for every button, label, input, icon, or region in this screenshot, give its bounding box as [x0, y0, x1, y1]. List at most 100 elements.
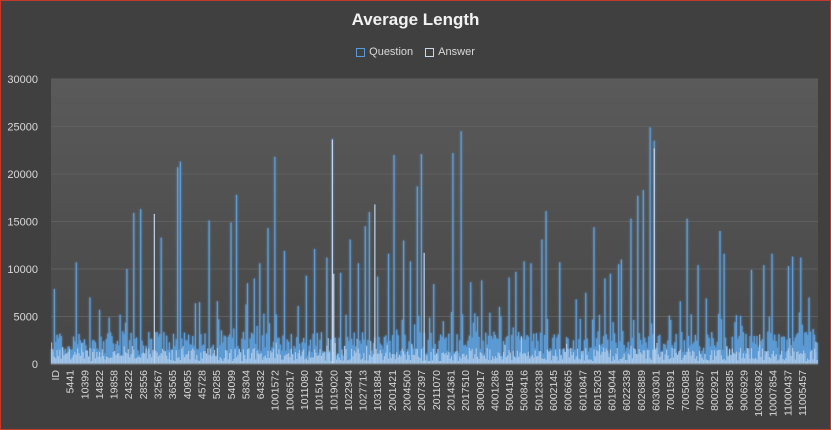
question-bar — [166, 335, 168, 364]
question-bar — [223, 335, 225, 364]
answer-bar — [82, 352, 84, 364]
x-tick-label: 36565 — [167, 370, 179, 399]
answer-bar — [127, 349, 129, 364]
question-bar — [631, 338, 633, 364]
question-bar — [585, 292, 587, 364]
question-bar — [413, 324, 416, 364]
answer-bar — [390, 357, 392, 364]
answer-bar — [61, 347, 64, 364]
question-bar — [231, 338, 234, 364]
answer-bar — [545, 359, 547, 364]
answer-bar — [403, 351, 405, 364]
answer-bar — [382, 359, 384, 364]
question-bar — [324, 352, 327, 364]
answer-bar — [361, 358, 364, 364]
answer-bar — [755, 357, 757, 364]
answer-bar — [656, 342, 658, 364]
answer-bar — [439, 361, 442, 364]
question-bar — [460, 131, 462, 364]
question-bar — [519, 339, 521, 364]
answer-bar — [152, 349, 154, 364]
question-bar — [167, 349, 169, 364]
question-bar — [172, 333, 175, 364]
answer-bar — [678, 351, 680, 364]
answer-bar — [170, 359, 172, 364]
answer-bar — [196, 354, 198, 364]
answer-bar — [335, 359, 338, 364]
answer-bar — [364, 360, 366, 364]
answer-bar — [497, 352, 499, 364]
question-bar — [711, 332, 713, 364]
answer-bar — [114, 350, 116, 364]
answer-bar — [431, 360, 433, 364]
answer-bar — [646, 350, 649, 364]
answer-bar — [459, 356, 461, 364]
answer-bar — [153, 213, 155, 364]
question-bar — [461, 314, 464, 364]
x-tick-label: 24322 — [123, 370, 135, 399]
answer-bar — [409, 360, 412, 364]
answer-bar — [630, 345, 632, 364]
answer-bar — [482, 355, 484, 364]
question-bar — [268, 323, 270, 364]
answer-bar — [333, 273, 335, 364]
question-bar — [430, 333, 432, 364]
question-bar — [178, 349, 180, 364]
question-bar — [387, 253, 390, 364]
answer-bar — [285, 354, 287, 364]
question-bar — [524, 339, 527, 364]
answer-bar — [616, 348, 618, 364]
answer-bar — [533, 357, 535, 364]
x-tick-label: 8002921 — [709, 370, 721, 411]
question-bar — [349, 239, 351, 364]
x-tick-label: 6019044 — [607, 370, 619, 411]
x-tick-label: 1019020 — [328, 370, 340, 411]
x-tick-label: 9002385 — [724, 370, 736, 411]
question-bar — [55, 342, 57, 364]
answer-bar — [292, 354, 294, 364]
question-bar — [408, 341, 410, 364]
answer-bar — [702, 359, 705, 364]
question-bar — [690, 314, 692, 364]
answer-bar — [240, 352, 242, 364]
answer-bar — [105, 356, 108, 364]
question-bar — [149, 339, 151, 364]
question-bar — [382, 349, 384, 364]
answer-bar — [371, 356, 373, 364]
answer-bar — [444, 354, 446, 364]
answer-series — [51, 139, 818, 364]
question-bar — [475, 331, 477, 364]
question-bar — [659, 334, 661, 364]
answer-bar — [271, 352, 273, 364]
answer-bar — [250, 352, 253, 364]
answer-bar — [768, 356, 770, 364]
answer-bar — [301, 351, 303, 364]
answer-bar — [749, 358, 751, 364]
question-bar — [523, 261, 525, 364]
question-bar — [812, 329, 814, 364]
answer-bar — [422, 360, 424, 364]
question-bar — [287, 341, 290, 364]
answer-bar — [135, 358, 138, 364]
answer-bar — [282, 359, 284, 364]
question-bar — [78, 334, 80, 364]
question-bar — [364, 226, 366, 364]
answer-bar — [767, 351, 769, 364]
answer-bar — [166, 355, 168, 364]
answer-bar — [389, 352, 391, 364]
question-bar — [170, 349, 172, 364]
question-bar — [515, 271, 517, 364]
answer-bar — [694, 358, 696, 364]
question-bar — [261, 335, 264, 364]
question-bar — [200, 334, 202, 364]
question-bar — [723, 253, 725, 364]
x-tick-label: ID — [50, 370, 62, 381]
answer-bar — [746, 348, 749, 364]
answer-bar — [665, 349, 668, 364]
question-bar — [756, 335, 758, 364]
answer-bar — [229, 353, 231, 364]
answer-bar — [312, 357, 314, 364]
answer-bar — [331, 139, 334, 364]
question-bar — [372, 343, 375, 364]
